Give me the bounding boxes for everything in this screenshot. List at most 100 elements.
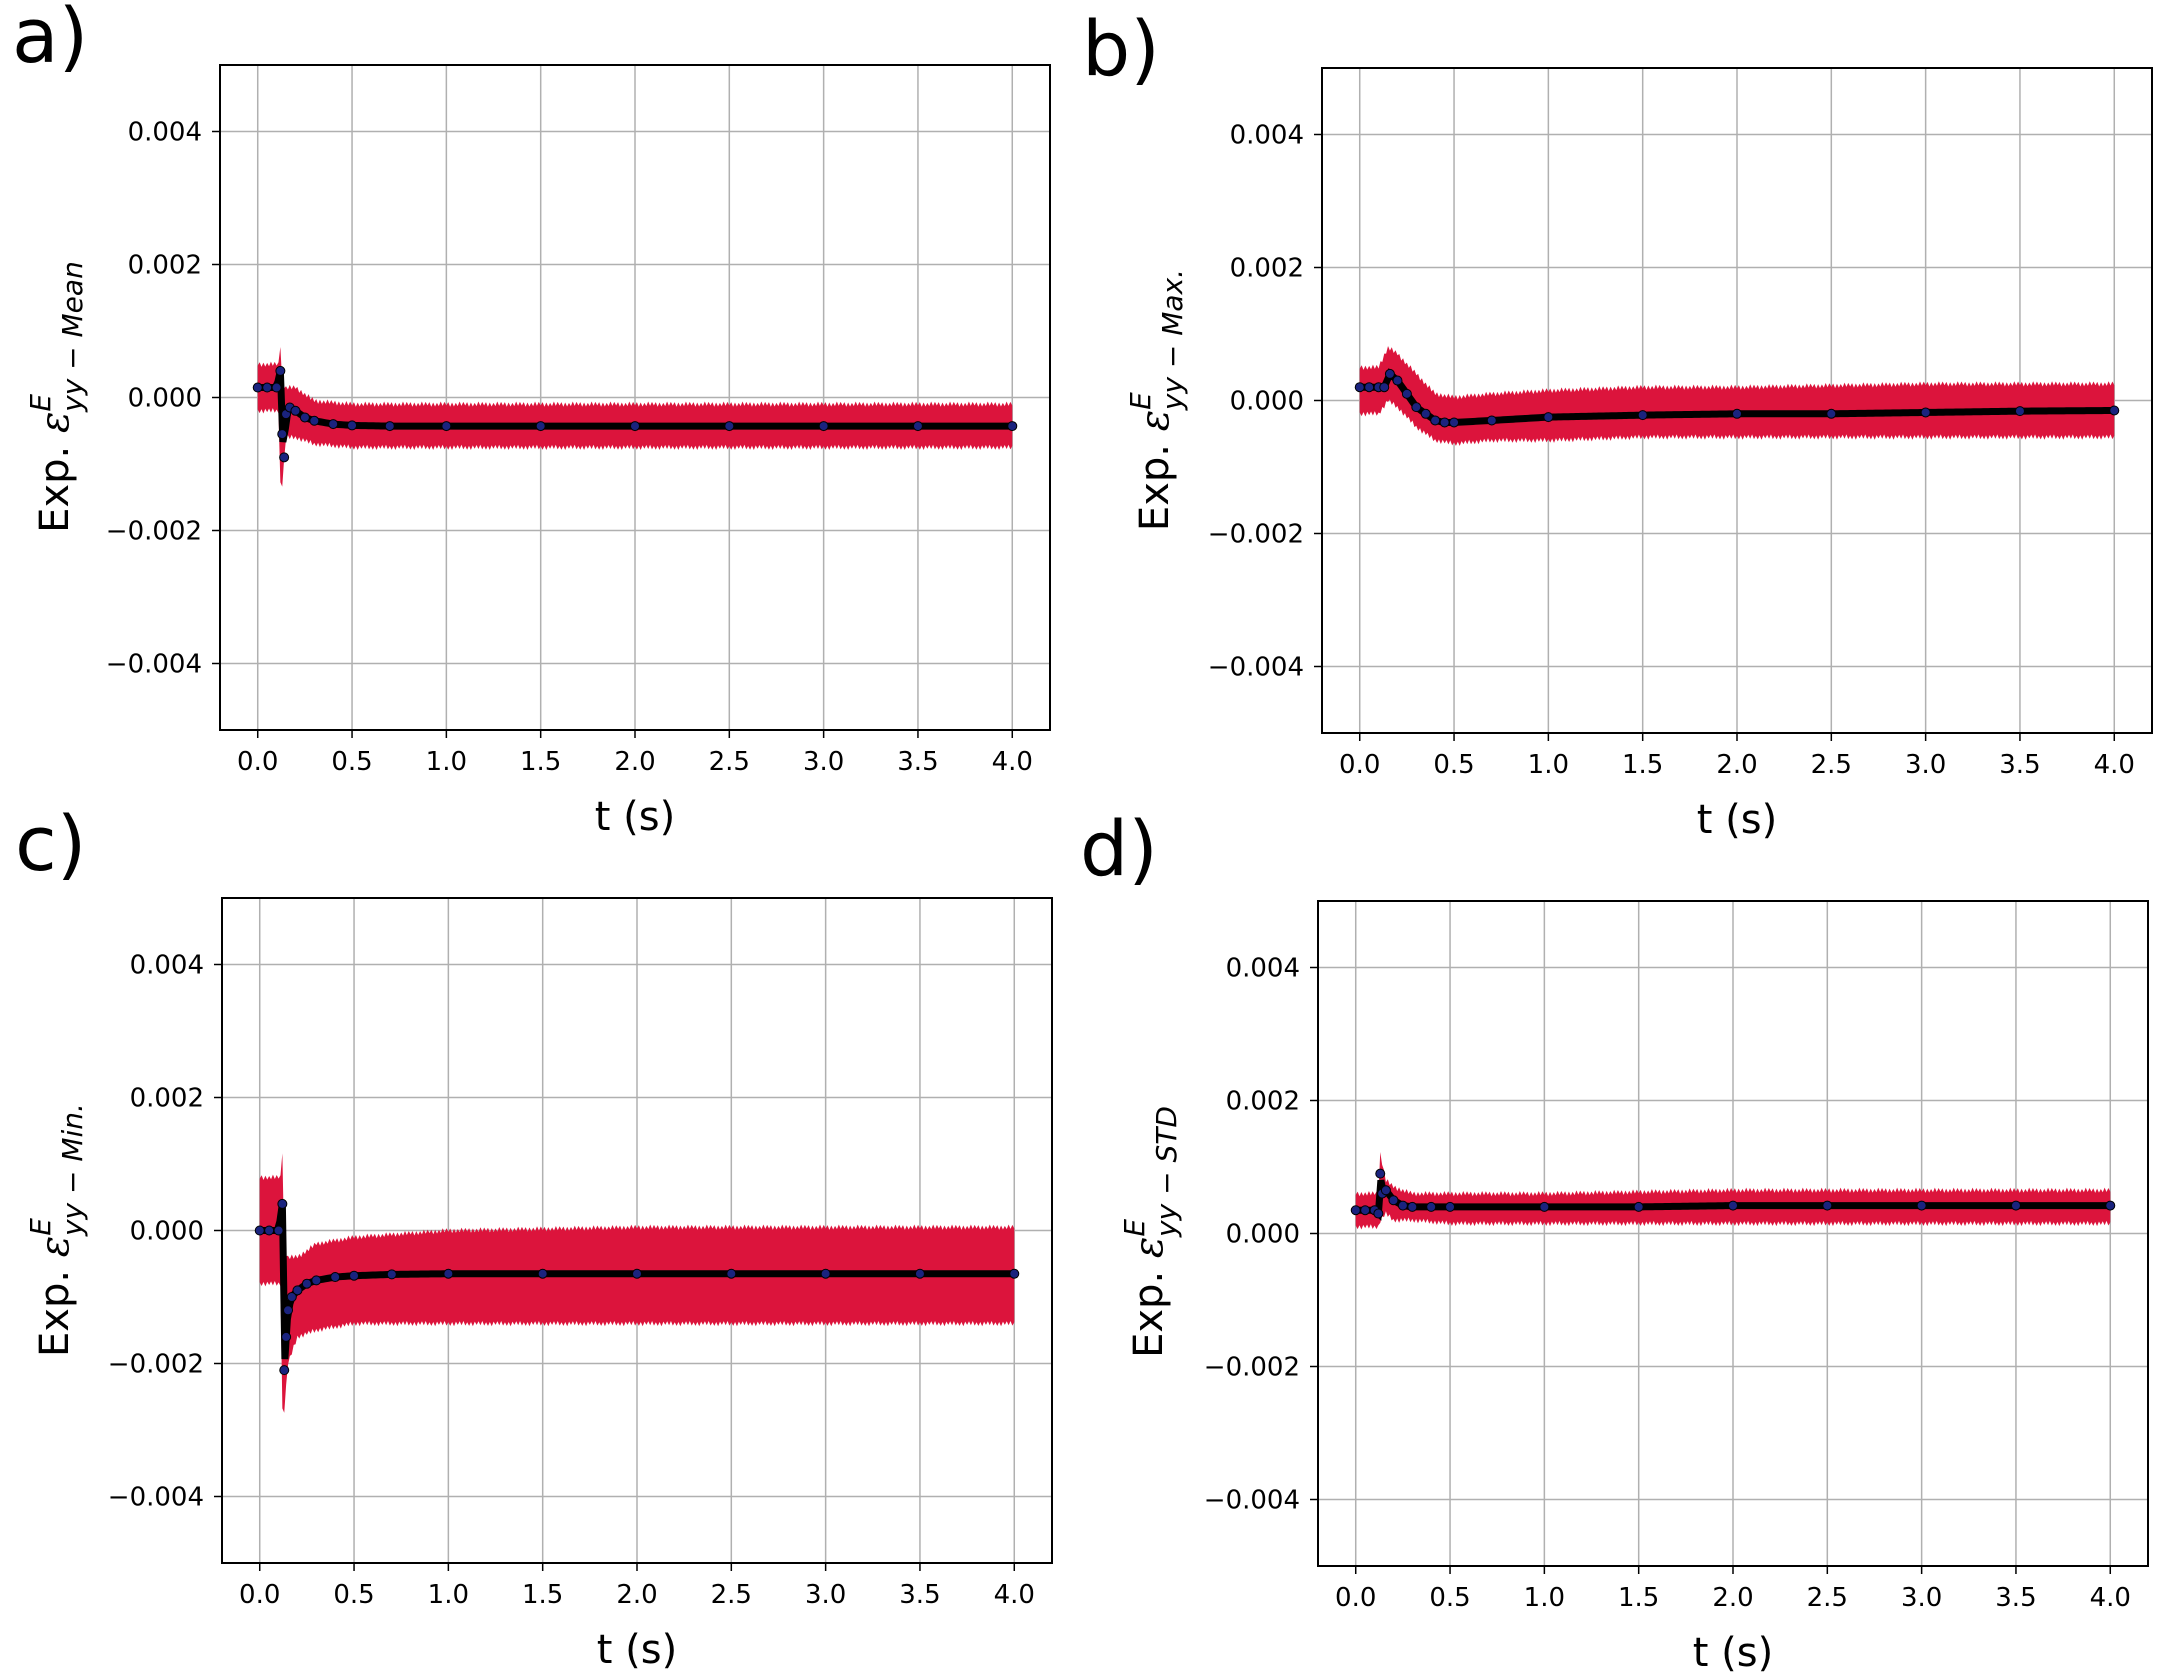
y-axis-label: Exp. εEyy − Max.: [1124, 269, 1189, 531]
data-point: [1732, 408, 1742, 419]
data-point: [2109, 405, 2120, 416]
panel-label: d): [1080, 804, 1158, 893]
y-tick-label: 0.002: [1226, 1087, 1300, 1117]
data-point: [820, 1268, 831, 1279]
x-tick-label: 3.5: [897, 747, 938, 777]
data-point: [2010, 1200, 2021, 1211]
data-point: [386, 1269, 397, 1280]
y-axis-label-prefix: Exp.: [1126, 1258, 1172, 1358]
x-tick-label: 1.5: [522, 1580, 563, 1610]
data-point: [632, 1268, 642, 1279]
data-point: [1826, 408, 1837, 419]
data-point: [2105, 1200, 2116, 1211]
data-point: [1411, 402, 1422, 413]
data-point: [275, 365, 286, 376]
data-point: [264, 1225, 275, 1236]
data-point: [1373, 1208, 1384, 1219]
data-point: [254, 1225, 265, 1236]
data-point: [292, 1285, 303, 1296]
y-tick-label: 0.004: [1226, 954, 1300, 984]
data-point: [1822, 1200, 1833, 1211]
data-point: [299, 412, 310, 423]
error-band: [259, 1153, 1015, 1413]
chart-panel-d: d) 0.0 0.5 1.0 1.5 2.0 2.5 3.0 3.5 4.0 0.004 0.002 0…: [1080, 804, 2149, 1675]
data-point: [1728, 1200, 1738, 1211]
y-tick-label: −0.004: [106, 650, 202, 680]
panel-label: c): [15, 799, 86, 888]
data-point: [1392, 375, 1403, 386]
y-axis-label-prefix: Exp.: [32, 1257, 78, 1357]
data-point: [2014, 406, 2025, 417]
data-point: [290, 405, 301, 416]
data-point: [279, 452, 290, 463]
y-axis-label-symbol: ε: [32, 412, 78, 433]
x-tick-label: 1.5: [1618, 1583, 1659, 1613]
chart-panel-b: b) 0.0 0.5 1.0 1.5 2.0 2.5 3.0 3.5 4.0 0.004 0.002 0…: [1082, 4, 2153, 843]
x-tick-label: 3.5: [1995, 1583, 2036, 1613]
data-point: [818, 421, 829, 432]
x-tick-label: 0.0: [1335, 1583, 1376, 1613]
data-point: [309, 415, 320, 426]
y-axis-label-sup: E: [1124, 392, 1157, 410]
x-tick-label: 1.0: [426, 747, 467, 777]
y-axis-label-symbol: ε: [1132, 410, 1178, 431]
x-tick-label: 0.5: [1429, 1583, 1470, 1613]
data-point: [914, 1268, 925, 1279]
y-tick-label: 0.000: [1230, 387, 1304, 417]
data-point: [1397, 1200, 1408, 1211]
data-point: [283, 1305, 294, 1316]
data-point: [281, 1331, 292, 1342]
y-tick-label: 0.000: [1226, 1220, 1300, 1250]
data-point: [1439, 417, 1450, 428]
data-point: [1401, 388, 1412, 399]
data-point: [1486, 415, 1497, 426]
data-point: [1388, 1195, 1399, 1206]
y-axis-label-prefix: Exp.: [1132, 431, 1178, 531]
x-tick-label: 0.0: [1339, 750, 1380, 780]
data-point: [1420, 408, 1431, 419]
chart-panel-a: a) 0.0 0.5 1.0 1.5 2.0 2.5 3.0 3.5 4.0 0.004 0.002 0…: [12, 0, 1051, 840]
y-tick-label: −0.002: [108, 1350, 204, 1380]
x-tick-label: 2.5: [709, 747, 750, 777]
data-point: [271, 382, 282, 393]
data-point: [1350, 1205, 1361, 1216]
data-point: [1430, 415, 1441, 426]
data-point: [1384, 368, 1395, 379]
x-tick-label: 0.5: [1433, 750, 1474, 780]
data-point: [347, 420, 358, 431]
x-tick-label: 3.0: [1905, 750, 1946, 780]
y-tick-label: −0.004: [108, 1483, 204, 1513]
x-axis-label: t (s): [1693, 1630, 1773, 1675]
x-tick-label: 0.0: [239, 1580, 280, 1610]
panel-label: a): [12, 0, 88, 80]
x-tick-label: 1.5: [1622, 750, 1663, 780]
data-point: [1633, 1201, 1644, 1212]
x-tick-label: 0.0: [237, 747, 278, 777]
y-tick-label: 0.002: [130, 1084, 204, 1114]
y-tick-label: 0.000: [130, 1217, 204, 1247]
x-tick-label: 0.5: [333, 1580, 374, 1610]
y-axis-label-sub: yy − Max.: [1156, 269, 1189, 411]
x-tick-label: 2.0: [614, 747, 655, 777]
y-tick-label: −0.002: [106, 517, 202, 547]
data-point: [1009, 1268, 1020, 1279]
y-axis-label: Exp. εEyy − Min.: [24, 1103, 89, 1357]
panel-label: b): [1082, 4, 1160, 93]
data-point: [330, 1272, 341, 1283]
y-axis-label-symbol: ε: [32, 1236, 78, 1257]
data-point: [630, 421, 640, 432]
x-tick-label: 2.5: [1807, 1583, 1848, 1613]
data-point: [262, 382, 273, 393]
x-tick-label: 1.0: [1528, 750, 1569, 780]
y-axis-label-sub: yy − Min.: [56, 1103, 89, 1237]
y-axis-label-symbol: ε: [1126, 1237, 1172, 1258]
y-tick-label: −0.004: [1204, 1486, 1300, 1516]
data-point: [384, 421, 395, 432]
x-tick-label: 4.0: [994, 1580, 1035, 1610]
plot-area: [1354, 345, 2120, 446]
data-point: [328, 419, 339, 430]
data-point: [1375, 1168, 1386, 1179]
data-point: [277, 429, 288, 440]
x-tick-label: 1.0: [428, 1580, 469, 1610]
